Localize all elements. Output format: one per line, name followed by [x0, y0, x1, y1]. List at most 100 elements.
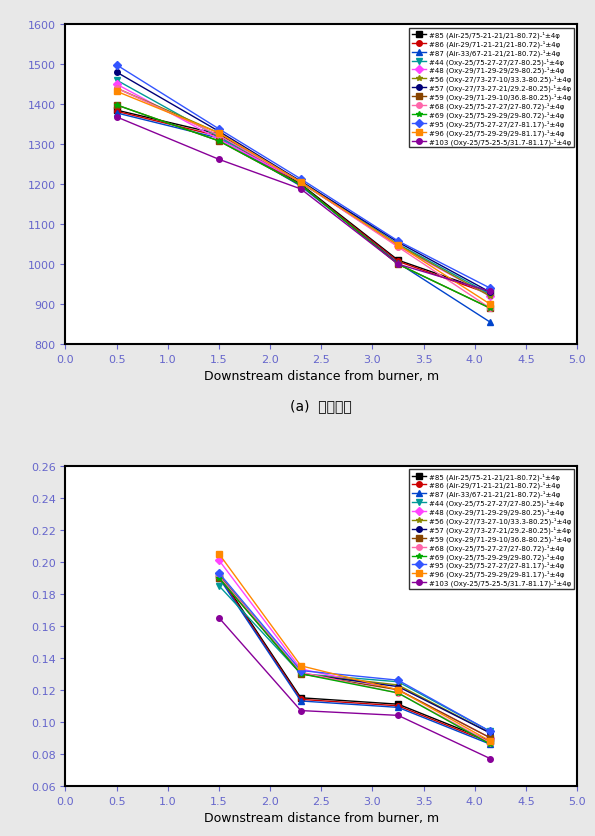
- #95 (Oxy-25/75-27-27/27-81.17)-¹±4φ: [394, 237, 402, 247]
- #59 (Oxy-29/71-29-10/36.8-80.25)-¹±4φ: [215, 137, 223, 147]
- #44 (Oxy-25/75-27-27/27-80.25)-¹±4φ: [113, 76, 120, 86]
- Line: #96 (Oxy-25/75-29-29/29-81.17)-¹±4φ: #96 (Oxy-25/75-29-29/29-81.17)-¹±4φ: [114, 89, 493, 308]
- #48 (Oxy-29/71-29-29/29-80.25)-¹±4φ: [215, 555, 223, 565]
- #103 (Oxy-25/75-25-5/31.7-81.17)-¹±4φ: [487, 287, 494, 297]
- Line: #85 (Air-25/75-21-21/21-80.72)-¹±4φ: #85 (Air-25/75-21-21/21-80.72)-¹±4φ: [216, 572, 493, 744]
- Line: #48 (Oxy-29/71-29-29/29-80.25)-¹±4φ: #48 (Oxy-29/71-29-29/29-80.25)-¹±4φ: [216, 558, 493, 741]
- #85 (Air-25/75-21-21/21-80.72)-¹±4φ: [298, 180, 305, 190]
- #103 (Oxy-25/75-25-5/31.7-81.17)-¹±4φ: [215, 613, 223, 623]
- #48 (Oxy-29/71-29-29/29-80.25)-¹±4φ: [487, 733, 494, 743]
- #69 (Oxy-25/75-29-29/29-80.72)-¹±4φ: [298, 669, 305, 679]
- Line: #69 (Oxy-25/75-29-29/29-80.72)-¹±4φ: #69 (Oxy-25/75-29-29/29-80.72)-¹±4φ: [216, 575, 493, 747]
- #86 (Air-29/71-21-21/21-80.72)-¹±4φ: [215, 132, 223, 142]
- #96 (Oxy-25/75-29-29/29-81.17)-¹±4φ: [215, 129, 223, 139]
- Line: #86 (Air-29/71-21-21/21-80.72)-¹±4φ: #86 (Air-29/71-21-21/21-80.72)-¹±4φ: [216, 573, 493, 746]
- #57 (Oxy-27/73-27-21/29.2-80.25)-¹±4φ: [394, 237, 402, 247]
- #56 (Oxy-27/73-27-10/33.3-80.25)-¹±4φ: [298, 179, 305, 189]
- #96 (Oxy-25/75-29-29/29-81.17)-¹±4φ: [113, 87, 120, 97]
- #44 (Oxy-25/75-27-27/27-80.25)-¹±4φ: [298, 669, 305, 679]
- #48 (Oxy-29/71-29-29/29-80.25)-¹±4φ: [487, 292, 494, 302]
- #85 (Air-25/75-21-21/21-80.72)-¹±4φ: [113, 106, 120, 116]
- #87 (Air-33/67-21-21/21-80.72)-¹±4φ: [298, 696, 305, 706]
- #69 (Oxy-25/75-29-29/29-80.72)-¹±4φ: [394, 260, 402, 270]
- #86 (Air-29/71-21-21/21-80.72)-¹±4φ: [298, 695, 305, 705]
- #103 (Oxy-25/75-25-5/31.7-81.17)-¹±4φ: [394, 260, 402, 270]
- #44 (Oxy-25/75-27-27/27-80.25)-¹±4φ: [394, 677, 402, 687]
- #59 (Oxy-29/71-29-10/36.8-80.25)-¹±4φ: [113, 101, 120, 111]
- Line: #103 (Oxy-25/75-25-5/31.7-81.17)-¹±4φ: #103 (Oxy-25/75-25-5/31.7-81.17)-¹±4φ: [216, 615, 493, 762]
- #85 (Air-25/75-21-21/21-80.72)-¹±4φ: [394, 256, 402, 266]
- #59 (Oxy-29/71-29-10/36.8-80.25)-¹±4φ: [298, 669, 305, 679]
- #44 (Oxy-25/75-27-27/27-80.25)-¹±4φ: [487, 290, 494, 300]
- Line: #95 (Oxy-25/75-27-27/27-81.17)-¹±4φ: #95 (Oxy-25/75-27-27/27-81.17)-¹±4φ: [114, 63, 493, 292]
- #68 (Oxy-25/75-27-27/27-80.72)-¹±4φ: [487, 737, 494, 747]
- #87 (Air-33/67-21-21/21-80.72)-¹±4φ: [487, 739, 494, 749]
- #57 (Oxy-27/73-27-21/29.2-80.25)-¹±4φ: [487, 728, 494, 738]
- Text: (a)  온도분포: (a) 온도분포: [290, 399, 352, 413]
- #95 (Oxy-25/75-27-27/27-81.17)-¹±4φ: [298, 175, 305, 185]
- #48 (Oxy-29/71-29-29/29-80.25)-¹±4φ: [113, 80, 120, 90]
- #56 (Oxy-27/73-27-10/33.3-80.25)-¹±4φ: [487, 292, 494, 302]
- #56 (Oxy-27/73-27-10/33.3-80.25)-¹±4φ: [113, 84, 120, 94]
- #96 (Oxy-25/75-29-29/29-81.17)-¹±4φ: [394, 241, 402, 251]
- Line: #87 (Air-33/67-21-21/21-80.72)-¹±4φ: #87 (Air-33/67-21-21/21-80.72)-¹±4φ: [114, 111, 493, 325]
- #57 (Oxy-27/73-27-21/29.2-80.25)-¹±4φ: [487, 288, 494, 298]
- #69 (Oxy-25/75-29-29/29-80.72)-¹±4φ: [113, 101, 120, 111]
- #56 (Oxy-27/73-27-10/33.3-80.25)-¹±4φ: [215, 129, 223, 139]
- #103 (Oxy-25/75-25-5/31.7-81.17)-¹±4φ: [113, 113, 120, 123]
- #85 (Air-25/75-21-21/21-80.72)-¹±4φ: [215, 570, 223, 580]
- Line: #86 (Air-29/71-21-21/21-80.72)-¹±4φ: #86 (Air-29/71-21-21/21-80.72)-¹±4φ: [114, 110, 493, 298]
- #96 (Oxy-25/75-29-29/29-81.17)-¹±4φ: [487, 300, 494, 310]
- #57 (Oxy-27/73-27-21/29.2-80.25)-¹±4φ: [215, 127, 223, 137]
- #86 (Air-29/71-21-21/21-80.72)-¹±4φ: [215, 572, 223, 582]
- #86 (Air-29/71-21-21/21-80.72)-¹±4φ: [487, 737, 494, 747]
- #48 (Oxy-29/71-29-29/29-80.25)-¹±4φ: [298, 664, 305, 674]
- #68 (Oxy-25/75-27-27/27-80.72)-¹±4φ: [298, 178, 305, 188]
- Line: #103 (Oxy-25/75-25-5/31.7-81.17)-¹±4φ: #103 (Oxy-25/75-25-5/31.7-81.17)-¹±4φ: [114, 115, 493, 295]
- #86 (Air-29/71-21-21/21-80.72)-¹±4φ: [298, 181, 305, 191]
- #68 (Oxy-25/75-27-27/27-80.72)-¹±4φ: [215, 572, 223, 582]
- #87 (Air-33/67-21-21/21-80.72)-¹±4φ: [487, 318, 494, 328]
- #96 (Oxy-25/75-29-29/29-81.17)-¹±4φ: [298, 178, 305, 188]
- #48 (Oxy-29/71-29-29/29-80.25)-¹±4φ: [298, 178, 305, 188]
- #103 (Oxy-25/75-25-5/31.7-81.17)-¹±4φ: [298, 706, 305, 716]
- #69 (Oxy-25/75-29-29/29-80.72)-¹±4φ: [394, 688, 402, 698]
- Legend: #85 (Air-25/75-21-21/21-80.72)-¹±4φ, #86 (Air-29/71-21-21/21-80.72)-¹±4φ, #87 (A: #85 (Air-25/75-21-21/21-80.72)-¹±4φ, #86…: [409, 470, 574, 589]
- #57 (Oxy-27/73-27-21/29.2-80.25)-¹±4φ: [298, 669, 305, 679]
- #103 (Oxy-25/75-25-5/31.7-81.17)-¹±4φ: [394, 711, 402, 721]
- Line: #69 (Oxy-25/75-29-29/29-80.72)-¹±4φ: #69 (Oxy-25/75-29-29/29-80.72)-¹±4φ: [114, 103, 493, 312]
- Line: #95 (Oxy-25/75-27-27/27-81.17)-¹±4φ: #95 (Oxy-25/75-27-27/27-81.17)-¹±4φ: [216, 570, 493, 734]
- #87 (Air-33/67-21-21/21-80.72)-¹±4φ: [298, 182, 305, 192]
- #59 (Oxy-29/71-29-10/36.8-80.25)-¹±4φ: [394, 260, 402, 270]
- #96 (Oxy-25/75-29-29/29-81.17)-¹±4φ: [215, 549, 223, 559]
- #69 (Oxy-25/75-29-29/29-80.72)-¹±4φ: [215, 573, 223, 583]
- #48 (Oxy-29/71-29-29/29-80.25)-¹±4φ: [394, 685, 402, 695]
- #68 (Oxy-25/75-27-27/27-80.72)-¹±4φ: [298, 667, 305, 677]
- #85 (Air-25/75-21-21/21-80.72)-¹±4φ: [487, 288, 494, 298]
- #44 (Oxy-25/75-27-27/27-80.25)-¹±4φ: [487, 726, 494, 737]
- #86 (Air-29/71-21-21/21-80.72)-¹±4φ: [113, 107, 120, 117]
- #56 (Oxy-27/73-27-10/33.3-80.25)-¹±4φ: [394, 241, 402, 251]
- #87 (Air-33/67-21-21/21-80.72)-¹±4φ: [394, 702, 402, 712]
- #56 (Oxy-27/73-27-10/33.3-80.25)-¹±4φ: [487, 728, 494, 738]
- #48 (Oxy-29/71-29-29/29-80.25)-¹±4φ: [215, 135, 223, 145]
- #44 (Oxy-25/75-27-27/27-80.25)-¹±4φ: [215, 133, 223, 143]
- #57 (Oxy-27/73-27-21/29.2-80.25)-¹±4φ: [113, 68, 120, 78]
- #69 (Oxy-25/75-29-29/29-80.72)-¹±4φ: [298, 181, 305, 191]
- #59 (Oxy-29/71-29-10/36.8-80.25)-¹±4φ: [215, 573, 223, 583]
- #95 (Oxy-25/75-27-27/27-81.17)-¹±4φ: [487, 283, 494, 293]
- Line: #44 (Oxy-25/75-27-27/27-80.25)-¹±4φ: #44 (Oxy-25/75-27-27/27-80.25)-¹±4φ: [114, 79, 493, 298]
- #95 (Oxy-25/75-27-27/27-81.17)-¹±4φ: [113, 61, 120, 71]
- #69 (Oxy-25/75-29-29/29-80.72)-¹±4φ: [487, 739, 494, 749]
- Line: #48 (Oxy-29/71-29-29/29-80.25)-¹±4φ: #48 (Oxy-29/71-29-29/29-80.25)-¹±4φ: [114, 82, 493, 299]
- Line: #57 (Oxy-27/73-27-21/29.2-80.25)-¹±4φ: #57 (Oxy-27/73-27-21/29.2-80.25)-¹±4φ: [114, 70, 493, 296]
- #103 (Oxy-25/75-25-5/31.7-81.17)-¹±4φ: [487, 754, 494, 764]
- #96 (Oxy-25/75-29-29/29-81.17)-¹±4φ: [394, 685, 402, 695]
- #85 (Air-25/75-21-21/21-80.72)-¹±4φ: [487, 736, 494, 746]
- #103 (Oxy-25/75-25-5/31.7-81.17)-¹±4φ: [298, 185, 305, 195]
- #68 (Oxy-25/75-27-27/27-80.72)-¹±4φ: [215, 131, 223, 141]
- #86 (Air-29/71-21-21/21-80.72)-¹±4φ: [394, 701, 402, 711]
- #87 (Air-33/67-21-21/21-80.72)-¹±4φ: [113, 109, 120, 119]
- #44 (Oxy-25/75-27-27/27-80.25)-¹±4φ: [394, 240, 402, 250]
- #48 (Oxy-29/71-29-29/29-80.25)-¹±4φ: [394, 242, 402, 252]
